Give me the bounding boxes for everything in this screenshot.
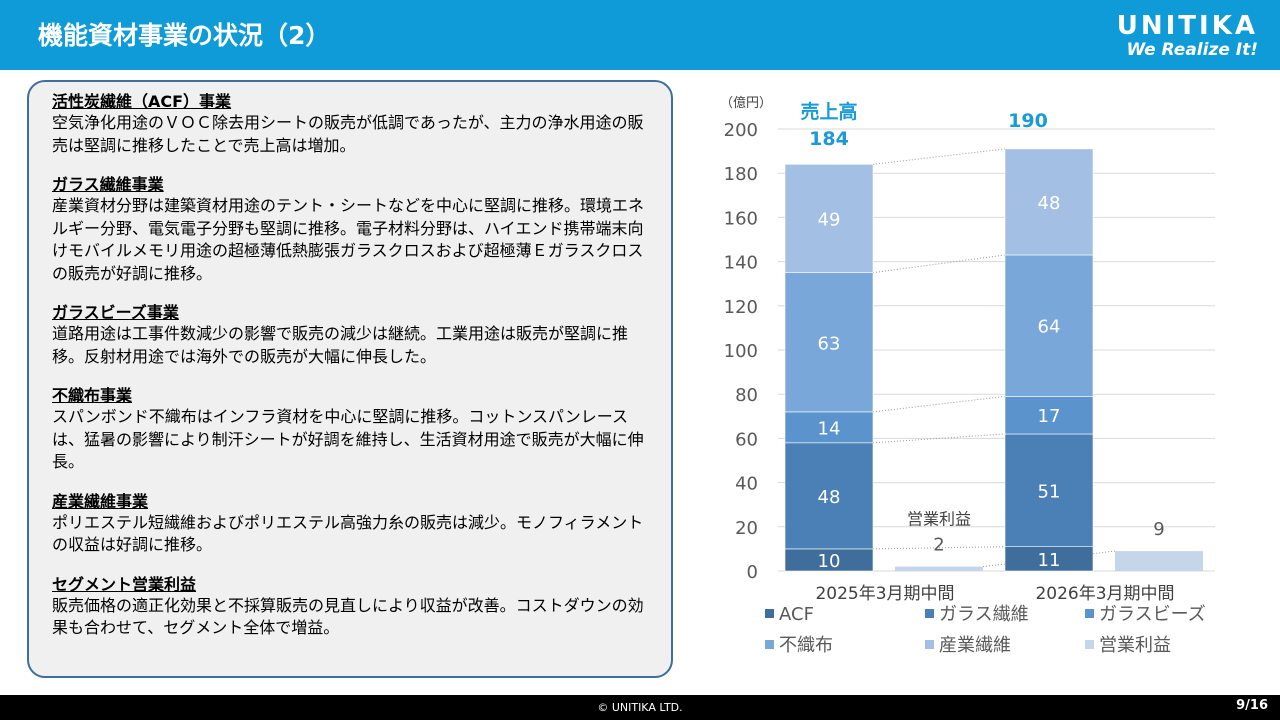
section-heading: 産業繊維事業 bbox=[52, 491, 149, 511]
footer: © UNITIKA LTD. 9/16 bbox=[0, 695, 1280, 720]
section-heading: ガラスビーズ事業 bbox=[52, 303, 179, 322]
profit-bar bbox=[1115, 551, 1203, 571]
data-label: 49 bbox=[818, 210, 841, 231]
logo: UNITIKA We Realize It! bbox=[1117, 12, 1258, 60]
data-label: 51 bbox=[1038, 481, 1061, 502]
connector-line bbox=[872, 546, 1006, 550]
summary-panel: 活性炭繊維（ACF）事業空気浄化用途のＶＯＣ除去用シートの販売が低調であったが、… bbox=[27, 80, 673, 678]
section-body: 販売価格の適正化効果と不採算販売の見直しにより収益が改善。コストダウンの効果も合… bbox=[52, 595, 644, 638]
connector-line bbox=[872, 148, 1006, 165]
legend-swatch bbox=[925, 640, 934, 649]
data-label: 48 bbox=[818, 487, 841, 508]
legend-swatch bbox=[1085, 609, 1094, 618]
section-body: 空気浄化用途のＶＯＣ除去用シートの販売が低調であったが、主力の浄水用途の販売は堅… bbox=[52, 113, 644, 155]
legend-swatch bbox=[1085, 640, 1094, 649]
bar-segment-3 bbox=[1004, 254, 1094, 397]
legend-swatch bbox=[765, 640, 774, 649]
sales-label: 売上高 bbox=[800, 100, 857, 123]
profit-label: 2 bbox=[933, 535, 944, 556]
header-bar: 機能資材事業の状況（2） UNITIKA We Realize It! bbox=[0, 0, 1280, 70]
logo-tagline: We Realize It! bbox=[1126, 40, 1258, 60]
x-tick-label: 2025年3月期中間 bbox=[815, 584, 954, 604]
section-heading: 不織布事業 bbox=[52, 386, 133, 405]
page-title: 機能資材事業の状況（2） bbox=[38, 21, 331, 50]
profit-label: 9 bbox=[1153, 519, 1164, 540]
section-body: ポリエステル短繊維およびポリエステル高強力糸の販売は減少。モノフィラメントの収益… bbox=[52, 512, 644, 555]
bar-segment-4 bbox=[784, 164, 874, 273]
section-heading: セグメント営業利益 bbox=[52, 574, 197, 594]
data-label: 10 bbox=[818, 551, 841, 572]
y-tick-label: 80 bbox=[735, 385, 758, 406]
bar-segment-1 bbox=[784, 442, 874, 550]
bar-segment-2 bbox=[784, 411, 874, 444]
copyright: © UNITIKA LTD. bbox=[597, 701, 683, 714]
section-2: ガラスビーズ事業道路用途は工事件数減少の影響で販売の減少は継続。工業用途は販売が… bbox=[52, 303, 671, 368]
section-heading: ガラス繊維事業 bbox=[52, 175, 164, 194]
section-3: 不織布事業スパンボンド不織布はインフラ資材を中心に堅調に推移。コットンスパンレー… bbox=[52, 386, 671, 474]
y-tick-label: 60 bbox=[735, 429, 758, 450]
legend-label: 産業繊維 bbox=[939, 635, 1011, 656]
profit-bar bbox=[895, 566, 983, 571]
y-tick-label: 0 bbox=[747, 562, 758, 583]
data-label: 11 bbox=[1038, 550, 1061, 571]
section-body: スパンボンド不織布はインフラ資材を中心に堅調に推移。コットンスパンレースは、猛暑… bbox=[52, 407, 644, 471]
y-tick-label: 200 bbox=[724, 120, 758, 141]
y-tick-label: 140 bbox=[724, 253, 758, 274]
legend-label: 営業利益 bbox=[1099, 635, 1171, 656]
y-tick-label: 180 bbox=[724, 164, 758, 185]
legend-label: ガラス繊維 bbox=[939, 604, 1029, 625]
sales-chart: （億円） 0 20 40 60 80 100 120 140 160 180 200 10 48 14 63 4… bbox=[720, 95, 1215, 656]
unit-label: （億円） bbox=[720, 95, 772, 111]
section-body: 道路用途は工事件数減少の影響で販売の減少は継続。工業用途は販売が堅調に推移。反射… bbox=[52, 324, 629, 366]
bar-segment-0 bbox=[1004, 546, 1094, 572]
legend-label: 不織布 bbox=[779, 635, 833, 656]
y-tick-label: 120 bbox=[724, 297, 758, 318]
connector-line bbox=[872, 433, 1006, 444]
section-1: ガラス繊維事業産業資材分野は建築資材用途のテント・シートなどを中心に堅調に推移。… bbox=[52, 175, 671, 285]
y-tick-label: 100 bbox=[724, 341, 758, 362]
legend-label: ガラスビーズ bbox=[1099, 604, 1206, 625]
bar-segment-4 bbox=[1004, 148, 1094, 256]
bar-segment-3 bbox=[784, 272, 874, 413]
sales-total: 190 bbox=[1008, 110, 1048, 132]
legend-swatch bbox=[765, 609, 774, 618]
section-4: 産業繊維事業 ポリエステル短繊維およびポリエステル高強力糸の販売は減少。モノフィラ… bbox=[52, 492, 671, 557]
y-tick-label: 20 bbox=[735, 518, 758, 539]
sales-total: 184 bbox=[809, 128, 849, 150]
profit-series-label: 営業利益 bbox=[907, 510, 971, 529]
section-0: 活性炭繊維（ACF）事業空気浄化用途のＶＯＣ除去用シートの販売が低調であったが、… bbox=[52, 92, 671, 157]
connector-line bbox=[872, 395, 1006, 413]
legend-label: ACF bbox=[779, 604, 814, 625]
y-tick-label: 40 bbox=[735, 474, 758, 495]
section-body: 産業資材分野は建築資材用途のテント・シートなどを中心に堅調に推移。環境エネルギー… bbox=[52, 196, 645, 283]
bar-segment-1 bbox=[1004, 433, 1094, 547]
data-label: 64 bbox=[1038, 317, 1061, 338]
logo-name: UNITIKA bbox=[1116, 11, 1258, 41]
data-label: 17 bbox=[1038, 406, 1061, 427]
legend-swatch bbox=[925, 609, 934, 618]
data-label: 48 bbox=[1038, 193, 1061, 214]
connector-line bbox=[872, 254, 1006, 274]
section-heading: 活性炭繊維（ACF）事業 bbox=[52, 92, 232, 111]
y-tick-label: 160 bbox=[724, 208, 758, 229]
data-label: 14 bbox=[818, 418, 841, 439]
data-label: 63 bbox=[818, 333, 841, 354]
page-number: 9/16 bbox=[1236, 698, 1268, 713]
section-5: セグメント営業利益 販売価格の適正化効果と不採算販売の見直しにより収益が改善。コス… bbox=[52, 575, 671, 640]
x-tick-label: 2026年3月期中間 bbox=[1035, 584, 1174, 604]
